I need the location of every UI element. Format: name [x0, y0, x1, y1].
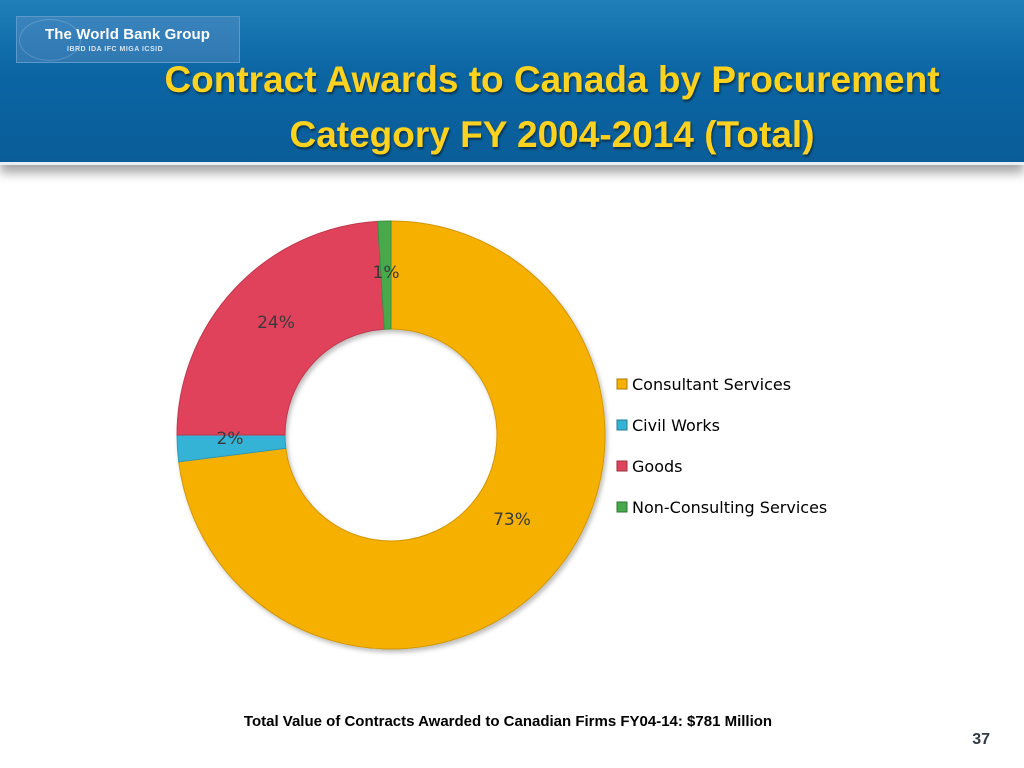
legend-label-civil-works: Civil Works	[632, 416, 720, 435]
legend-label-consultant-services: Consultant Services	[632, 375, 791, 394]
slice-non-consulting-services	[377, 220, 392, 330]
page-number: 37	[972, 731, 990, 748]
doughnut-chart: 73% 2% 24% 1% Consultant Services Civil Work…	[176, 220, 827, 650]
globe-icon	[19, 19, 81, 61]
legend-swatch-civil-works	[616, 419, 628, 431]
legend-swatch-consultant-services	[616, 378, 628, 390]
legend-label-non-consulting-services: Non-Consulting Services	[632, 498, 827, 517]
data-label-goods: 24%	[257, 313, 295, 333]
data-label-consultant-services: 73%	[493, 510, 531, 530]
slide-title-line-1: Contract Awards to Canada by Procurement	[164, 59, 940, 100]
legend-swatch-goods	[616, 460, 628, 472]
legend-label-goods: Goods	[632, 457, 682, 476]
slide-title-line-2: Category FY 2004-2014 (Total)	[289, 114, 815, 155]
slide-title: Contract Awards to Canada by Procurement…	[40, 52, 1024, 162]
total-value-caption: Total Value of Contracts Awarded to Cana…	[243, 713, 773, 730]
slice-goods	[176, 220, 385, 436]
legend-swatch-non-consulting-services	[616, 501, 628, 513]
logo-subtitle: IBRD IDA IFC MIGA ICSID	[67, 46, 164, 53]
slide-header: The World Bank Group IBRD IDA IFC MIGA I…	[0, 0, 1024, 165]
data-label-non-consulting-services: 1%	[373, 263, 400, 283]
slice-consultant-services	[178, 220, 606, 650]
logo-name: The World Bank Group	[45, 26, 211, 43]
data-label-civil-works: 2%	[217, 429, 244, 449]
world-bank-logo: The World Bank Group IBRD IDA IFC MIGA I…	[16, 16, 240, 63]
